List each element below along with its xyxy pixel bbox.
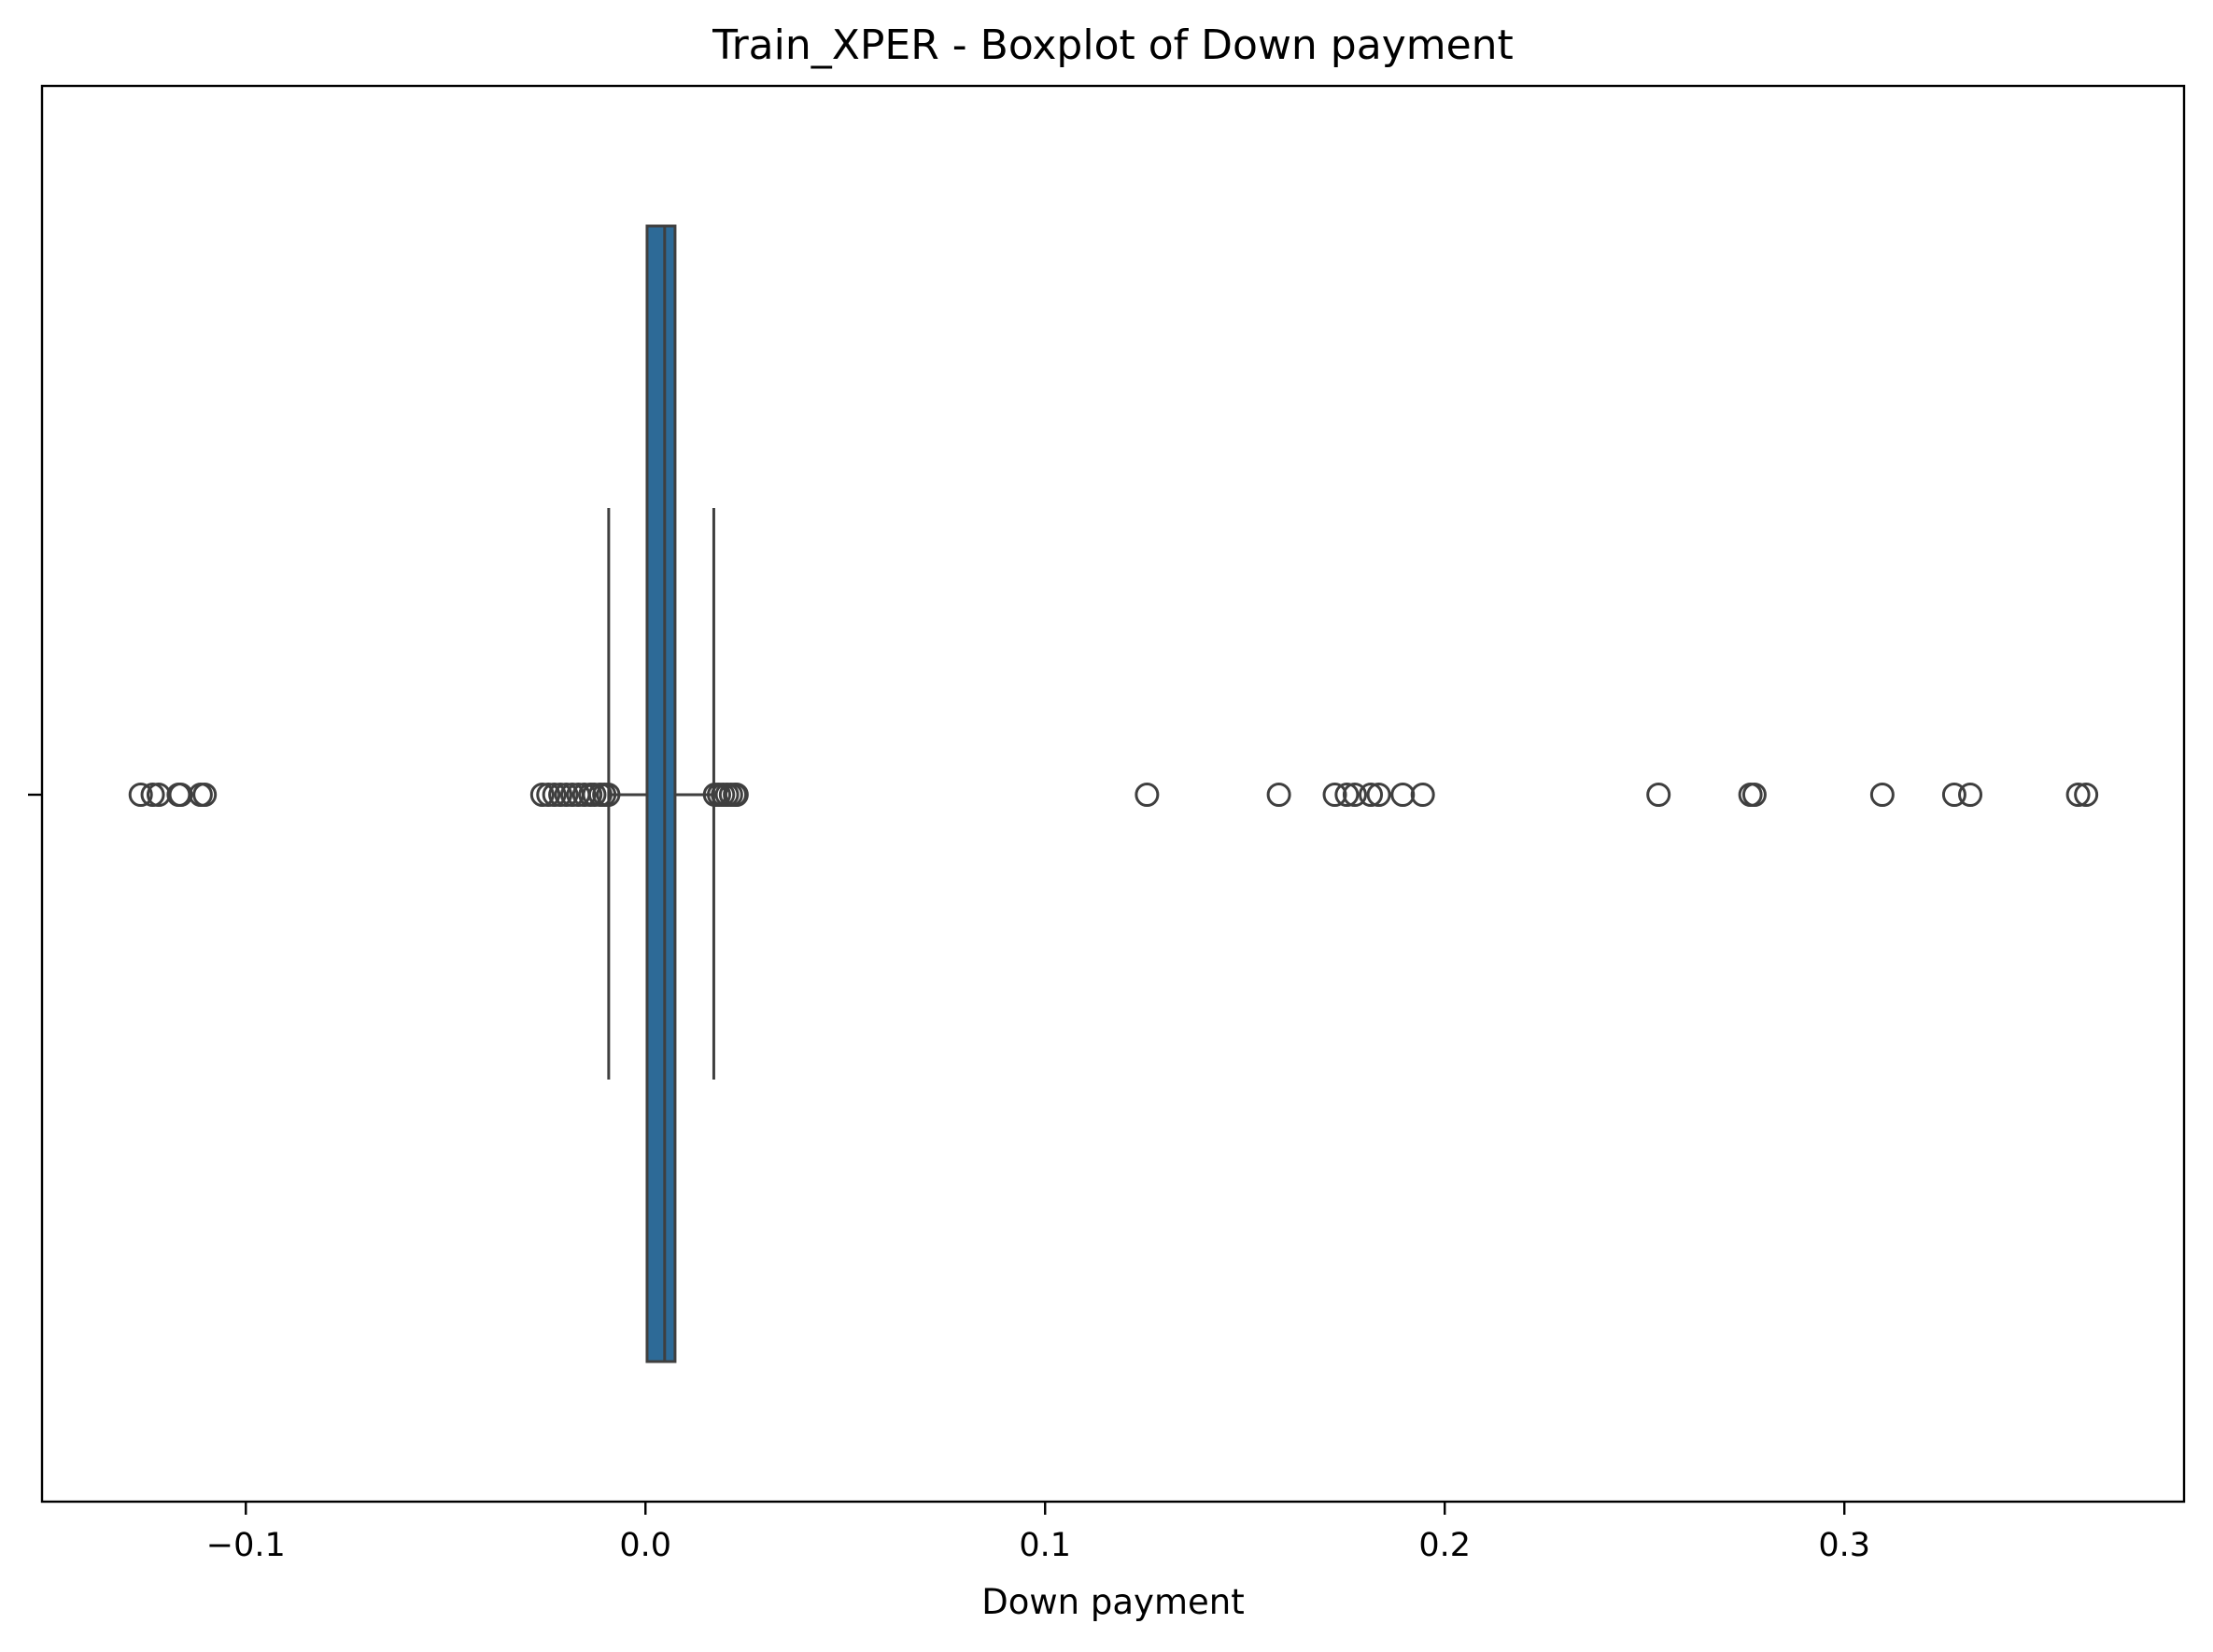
x-axis-label: Down payment bbox=[981, 1582, 1244, 1622]
outlier-point bbox=[140, 783, 165, 807]
outlier-point bbox=[168, 783, 193, 807]
outlier-point bbox=[1135, 783, 1160, 807]
outlier-point bbox=[1359, 783, 1384, 807]
outlier-point bbox=[554, 783, 579, 807]
x-tick-label: 0.2 bbox=[1418, 1527, 1471, 1564]
x-tick-label: 0.1 bbox=[1019, 1527, 1071, 1564]
outlier-point bbox=[1410, 783, 1435, 807]
x-axis: −0.1 0.0 0.1 0.2 0.3 bbox=[206, 1502, 1870, 1564]
outlier-point bbox=[582, 783, 607, 807]
iqr-box bbox=[645, 224, 677, 1363]
outlier-point bbox=[571, 783, 597, 807]
x-tick-label: −0.1 bbox=[206, 1527, 286, 1564]
outlier-point bbox=[724, 783, 749, 807]
outlier-point bbox=[1342, 783, 1367, 807]
outlier-point bbox=[1646, 783, 1671, 807]
outlier-point bbox=[1941, 783, 1966, 807]
outlier-point bbox=[542, 783, 567, 807]
outlier-point bbox=[1869, 783, 1895, 807]
plot-marks bbox=[128, 224, 2099, 1363]
outlier-point bbox=[2065, 783, 2091, 807]
outlier-point bbox=[1390, 783, 1416, 807]
chart-title: Train_XPER - Boxplot of Down payment bbox=[712, 21, 1514, 69]
plot-frame bbox=[40, 84, 2186, 1504]
outlier-point bbox=[529, 783, 555, 807]
outlier-point bbox=[1741, 783, 1767, 807]
x-tick-label: 0.0 bbox=[619, 1527, 671, 1564]
outlier-point bbox=[1334, 783, 1360, 807]
outlier-point bbox=[536, 783, 561, 807]
outlier-point bbox=[128, 783, 153, 807]
outlier-point bbox=[1322, 783, 1347, 807]
outlier-point bbox=[192, 783, 218, 807]
x-tick-label: 0.3 bbox=[1818, 1527, 1870, 1564]
outlier-point bbox=[1366, 783, 1391, 807]
outlier-point bbox=[1266, 783, 1291, 807]
outlier-point bbox=[596, 783, 621, 807]
outlier-point bbox=[2074, 783, 2099, 807]
outlier-point bbox=[1958, 783, 1983, 807]
outlier-point bbox=[548, 783, 573, 807]
